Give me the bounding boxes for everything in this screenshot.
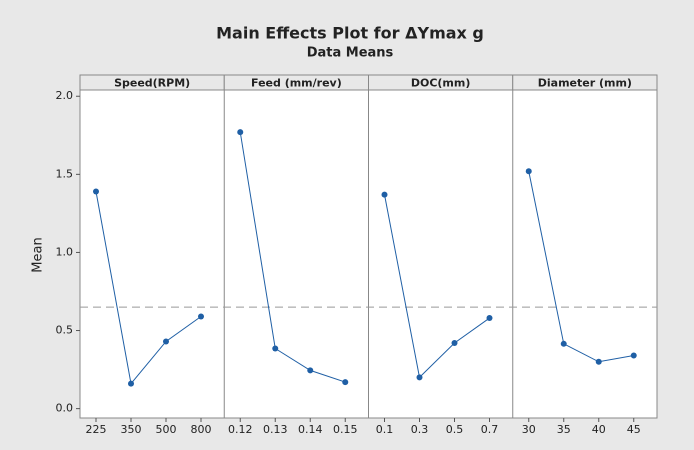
point — [560, 340, 567, 347]
x-tick-label: 45 — [627, 423, 641, 436]
x-tick-label: 0.5 — [446, 423, 464, 436]
line — [528, 171, 634, 363]
x-tick-label: 40 — [592, 423, 606, 436]
point — [237, 129, 244, 136]
panel-title: DOC(mm) — [411, 77, 471, 90]
x-tick-label: 30 — [522, 423, 536, 436]
point — [416, 374, 423, 381]
x-tick-label: 0.1 — [376, 423, 394, 436]
point — [342, 379, 349, 386]
line — [239, 132, 346, 383]
x-tick-label: 0.7 — [481, 423, 499, 436]
point — [525, 168, 532, 175]
y-tick-label: 0.0 — [56, 402, 74, 415]
panel-title: Speed(RPM) — [114, 77, 190, 90]
y-tick-label: 1.5 — [56, 167, 74, 180]
point — [486, 315, 493, 322]
point — [272, 345, 279, 352]
y-tick-label: 1.0 — [56, 245, 74, 258]
panel-header — [512, 74, 658, 91]
point — [93, 188, 99, 195]
point — [307, 367, 314, 374]
point — [595, 358, 602, 365]
y-tick-label: 0.5 — [56, 324, 74, 337]
point — [381, 191, 388, 198]
chart-subtitle: Data Means — [307, 46, 394, 61]
x-tick-label: 0.12 — [228, 423, 253, 436]
y-tick-label: 2.0 — [56, 89, 74, 102]
x-tick-label: 35 — [557, 423, 571, 436]
point — [198, 313, 204, 320]
line — [384, 194, 490, 379]
panel-title: Diameter (mm) — [538, 77, 632, 90]
x-tick-label: 0.3 — [411, 423, 429, 436]
x-tick-label: 500 — [156, 423, 177, 436]
line — [95, 191, 202, 385]
x-tick-label: 350 — [121, 423, 142, 436]
point — [630, 352, 637, 359]
x-tick-label: 225 — [86, 423, 107, 436]
panel-title: Feed (mm/rev) — [251, 77, 342, 90]
x-tick-label: 0.13 — [263, 423, 288, 436]
point — [163, 338, 169, 345]
chart-title: Main Effects Plot for ΔYmax g — [216, 24, 484, 43]
point — [128, 380, 134, 387]
x-tick-label: 0.15 — [333, 423, 358, 436]
x-tick-label: 0.14 — [298, 423, 323, 436]
point — [451, 340, 458, 347]
x-tick-label: 800 — [191, 423, 212, 436]
y-axis-label: Mean — [31, 237, 46, 272]
